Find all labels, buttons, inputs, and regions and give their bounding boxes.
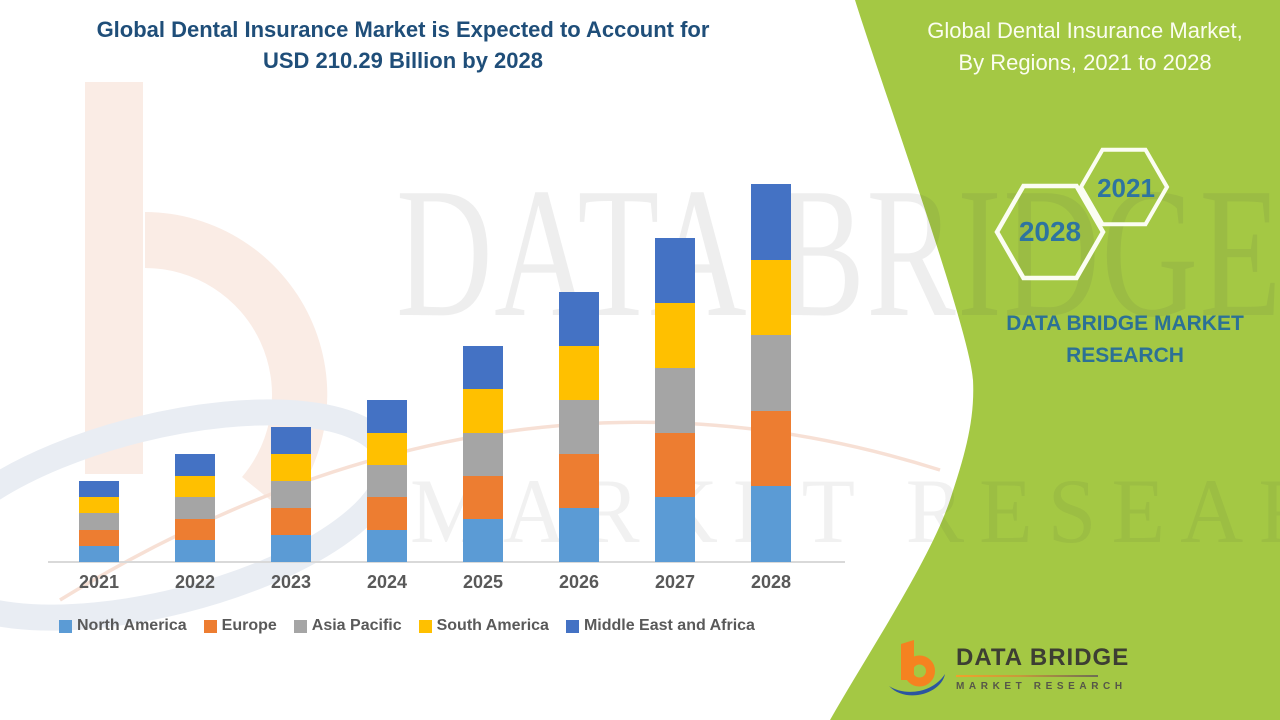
bar-segment-2023 <box>271 427 311 455</box>
chart-legend: North America Europe Asia Pacific South Ame… <box>59 617 755 635</box>
bar-segment-2022 <box>175 540 215 562</box>
x-axis-label: 2024 <box>366 572 408 592</box>
legend-item: Europe <box>203 617 277 635</box>
bar-segment-2026 <box>559 400 599 455</box>
x-axis-label: 2022 <box>174 572 216 592</box>
logo-b-bowl <box>904 655 935 687</box>
x-axis-label: 2027 <box>654 572 696 592</box>
legend-label: Asia Pacific <box>311 617 402 634</box>
legend-swatch <box>418 619 432 633</box>
bar-segment-2027 <box>655 367 695 433</box>
bar-segment-2028 <box>751 410 791 487</box>
legend-swatch <box>59 619 72 633</box>
bar-segment-2022 <box>175 475 215 498</box>
bar-segment-2026 <box>559 508 599 562</box>
bar-segment-2021 <box>79 545 119 562</box>
bar-segment-2027 <box>655 497 695 562</box>
bar-segment-2023 <box>271 508 311 536</box>
bar-segment-2025 <box>463 432 503 476</box>
bar-segment-2022 <box>175 497 215 519</box>
x-axis-label: 2028 <box>750 572 792 592</box>
bar-segment-2023 <box>271 535 311 562</box>
side-panel-heading-line2: By Regions, 2021 to 2028 <box>958 50 1212 75</box>
bar-segment-2028 <box>751 259 791 336</box>
bar-segment-2026 <box>559 454 599 509</box>
bar-segment-2028 <box>751 335 791 411</box>
legend-item: South America <box>418 617 549 635</box>
bar-segment-2024 <box>367 464 407 498</box>
legend-label: South America <box>436 617 549 634</box>
logo-name: DATA BRIDGE <box>956 644 1130 671</box>
bar-segment-2021 <box>79 481 119 498</box>
bar-segment-2025 <box>463 346 503 390</box>
bar-segment-2025 <box>463 475 503 519</box>
bar-segment-2023 <box>271 481 311 509</box>
chart-title-line1: Global Dental Insurance Market is Expect… <box>96 17 710 42</box>
x-axis-label: 2025 <box>462 572 504 592</box>
bar-segment-2025 <box>463 518 503 562</box>
legend-item: North America <box>59 617 187 635</box>
bar-segment-2021 <box>79 513 119 530</box>
bar-segment-2022 <box>175 454 215 476</box>
databridge-logo: DATA BRIDGE MARKET RESEARCH <box>888 636 1129 702</box>
x-axis-label: 2021 <box>78 572 120 592</box>
brand-text: DATA BRIDGE MARKET RESEARCH <box>965 308 1280 372</box>
logo-text: DATA BRIDGE MARKET RESEARCH <box>956 636 1129 692</box>
legend-item: Middle East and Africa <box>565 617 755 635</box>
side-panel-heading: Global Dental Insurance Market, By Regio… <box>890 15 1280 79</box>
hexagon-2028-label: 2028 <box>1018 216 1082 247</box>
logo-subtitle: MARKET RESEARCH <box>956 681 1127 692</box>
bar-segment-2021 <box>79 497 119 514</box>
logo-underline <box>956 675 1098 677</box>
legend-label: Europe <box>221 617 277 634</box>
bar-segment-2026 <box>559 292 599 347</box>
brand-text-line2: RESEARCH <box>1066 344 1184 367</box>
bar-segment-2023 <box>271 454 311 482</box>
x-axis-label: 2023 <box>270 572 312 592</box>
hexagon-2021-label: 2021 <box>1097 173 1155 203</box>
legend-item: Asia Pacific <box>293 617 402 635</box>
bar-segment-2027 <box>655 303 695 368</box>
databridge-logo-icon <box>889 640 945 696</box>
legend-swatch <box>293 619 307 633</box>
bar-segment-2021 <box>79 529 119 546</box>
side-panel-heading-line1: Global Dental Insurance Market, <box>927 18 1243 43</box>
bar-segment-2026 <box>559 346 599 401</box>
bar-segment-2024 <box>367 432 407 465</box>
logo-b-stem <box>901 640 914 680</box>
bar-segment-2028 <box>751 486 791 562</box>
bar-segment-2022 <box>175 518 215 541</box>
legend-swatch <box>565 619 579 633</box>
bar-segment-2027 <box>655 238 695 304</box>
bar-segment-2024 <box>367 400 407 433</box>
bar-segment-2027 <box>655 432 695 498</box>
brand-text-line1: DATA BRIDGE MARKET <box>1006 312 1244 335</box>
chart-title: Global Dental Insurance Market is Expect… <box>25 14 781 76</box>
x-axis-label: 2026 <box>558 572 600 592</box>
logo-swoosh <box>889 674 945 696</box>
bar-segment-2024 <box>367 529 407 562</box>
legend-label: Middle East and Africa <box>583 617 755 634</box>
bar-segment-2024 <box>367 497 407 530</box>
legend-swatch <box>203 619 217 633</box>
bar-segment-2025 <box>463 389 503 433</box>
bar-segment-2028 <box>751 184 791 260</box>
chart-title-line2: USD 210.29 Billion by 2028 <box>262 48 544 73</box>
x-axis-line <box>48 561 845 563</box>
legend-label: North America <box>77 617 187 634</box>
